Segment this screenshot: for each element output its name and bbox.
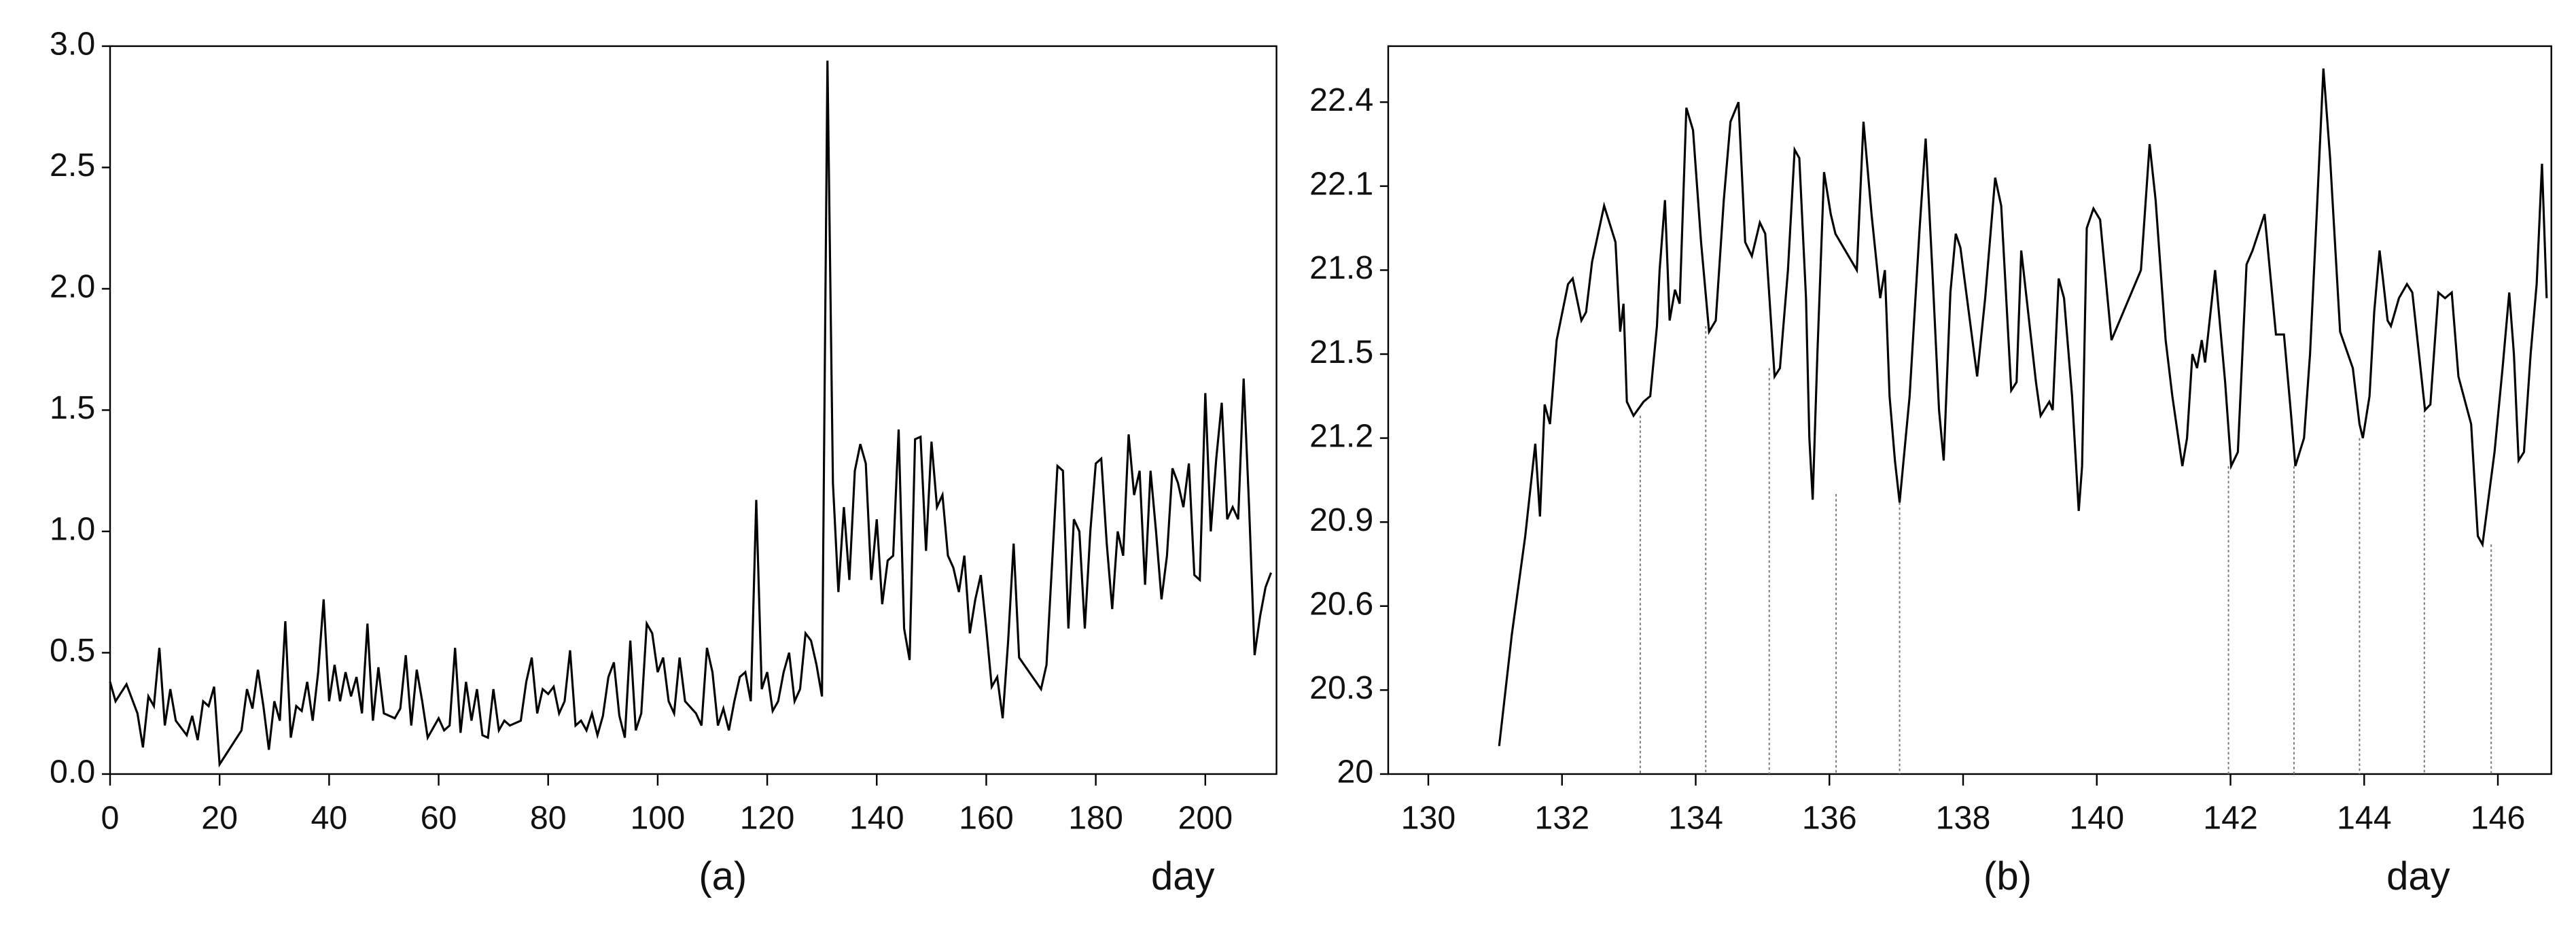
x-tick-label: 20: [201, 799, 238, 836]
x-axis-label: day: [1151, 854, 1215, 898]
y-tick-label: 3.0: [50, 26, 95, 63]
plot-frame: [1387, 45, 2552, 775]
x-tick-label: 200: [1178, 799, 1233, 836]
y-tick-label: 22.1: [1309, 166, 1373, 203]
x-tick-label: 180: [1068, 799, 1123, 836]
x-tick-label: 0: [101, 799, 120, 836]
x-tick-label: 130: [1401, 799, 1456, 836]
x-tick-label: 136: [1802, 799, 1857, 836]
x-tick-label: 140: [2069, 799, 2124, 836]
y-tick-label: 20.3: [1309, 669, 1373, 706]
y-tick-label: 21.2: [1309, 417, 1373, 454]
x-tick-label: 146: [2471, 799, 2526, 836]
x-tick-label: 132: [1534, 799, 1589, 836]
y-tick-label: 20.6: [1309, 586, 1373, 623]
x-tick-label: 60: [421, 799, 457, 836]
x-tick-label: 142: [2203, 799, 2258, 836]
x-tick-label: 140: [849, 799, 904, 836]
x-tick-label: 144: [2337, 799, 2392, 836]
y-tick-label: 21.5: [1309, 334, 1373, 370]
y-tick-label: 20: [1337, 754, 1373, 790]
caption: (a): [699, 854, 747, 898]
caption: (b): [1983, 854, 2032, 898]
x-tick-label: 80: [530, 799, 567, 836]
x-tick-label: 120: [740, 799, 795, 836]
data-line: [109, 60, 1272, 768]
plot-frame: [109, 45, 1277, 775]
y-tick-label: 1.5: [50, 389, 95, 426]
y-tick-label: 22.4: [1309, 82, 1373, 118]
x-tick-label: 40: [311, 799, 347, 836]
x-axis-label: day: [2386, 854, 2450, 898]
x-tick-label: 100: [631, 799, 686, 836]
y-tick-label: 0.0: [50, 754, 95, 790]
y-tick-label: 21.8: [1309, 249, 1373, 286]
y-tick-label: 2.5: [50, 147, 95, 183]
y-tick-label: 2.0: [50, 268, 95, 305]
x-tick-label: 138: [1936, 799, 1991, 836]
y-tick-label: 1.0: [50, 511, 95, 548]
x-tick-label: 134: [1668, 799, 1723, 836]
y-tick-label: 20.9: [1309, 502, 1373, 538]
x-tick-label: 160: [959, 799, 1014, 836]
y-tick-label: 0.5: [50, 632, 95, 669]
data-line: [1498, 68, 2548, 746]
